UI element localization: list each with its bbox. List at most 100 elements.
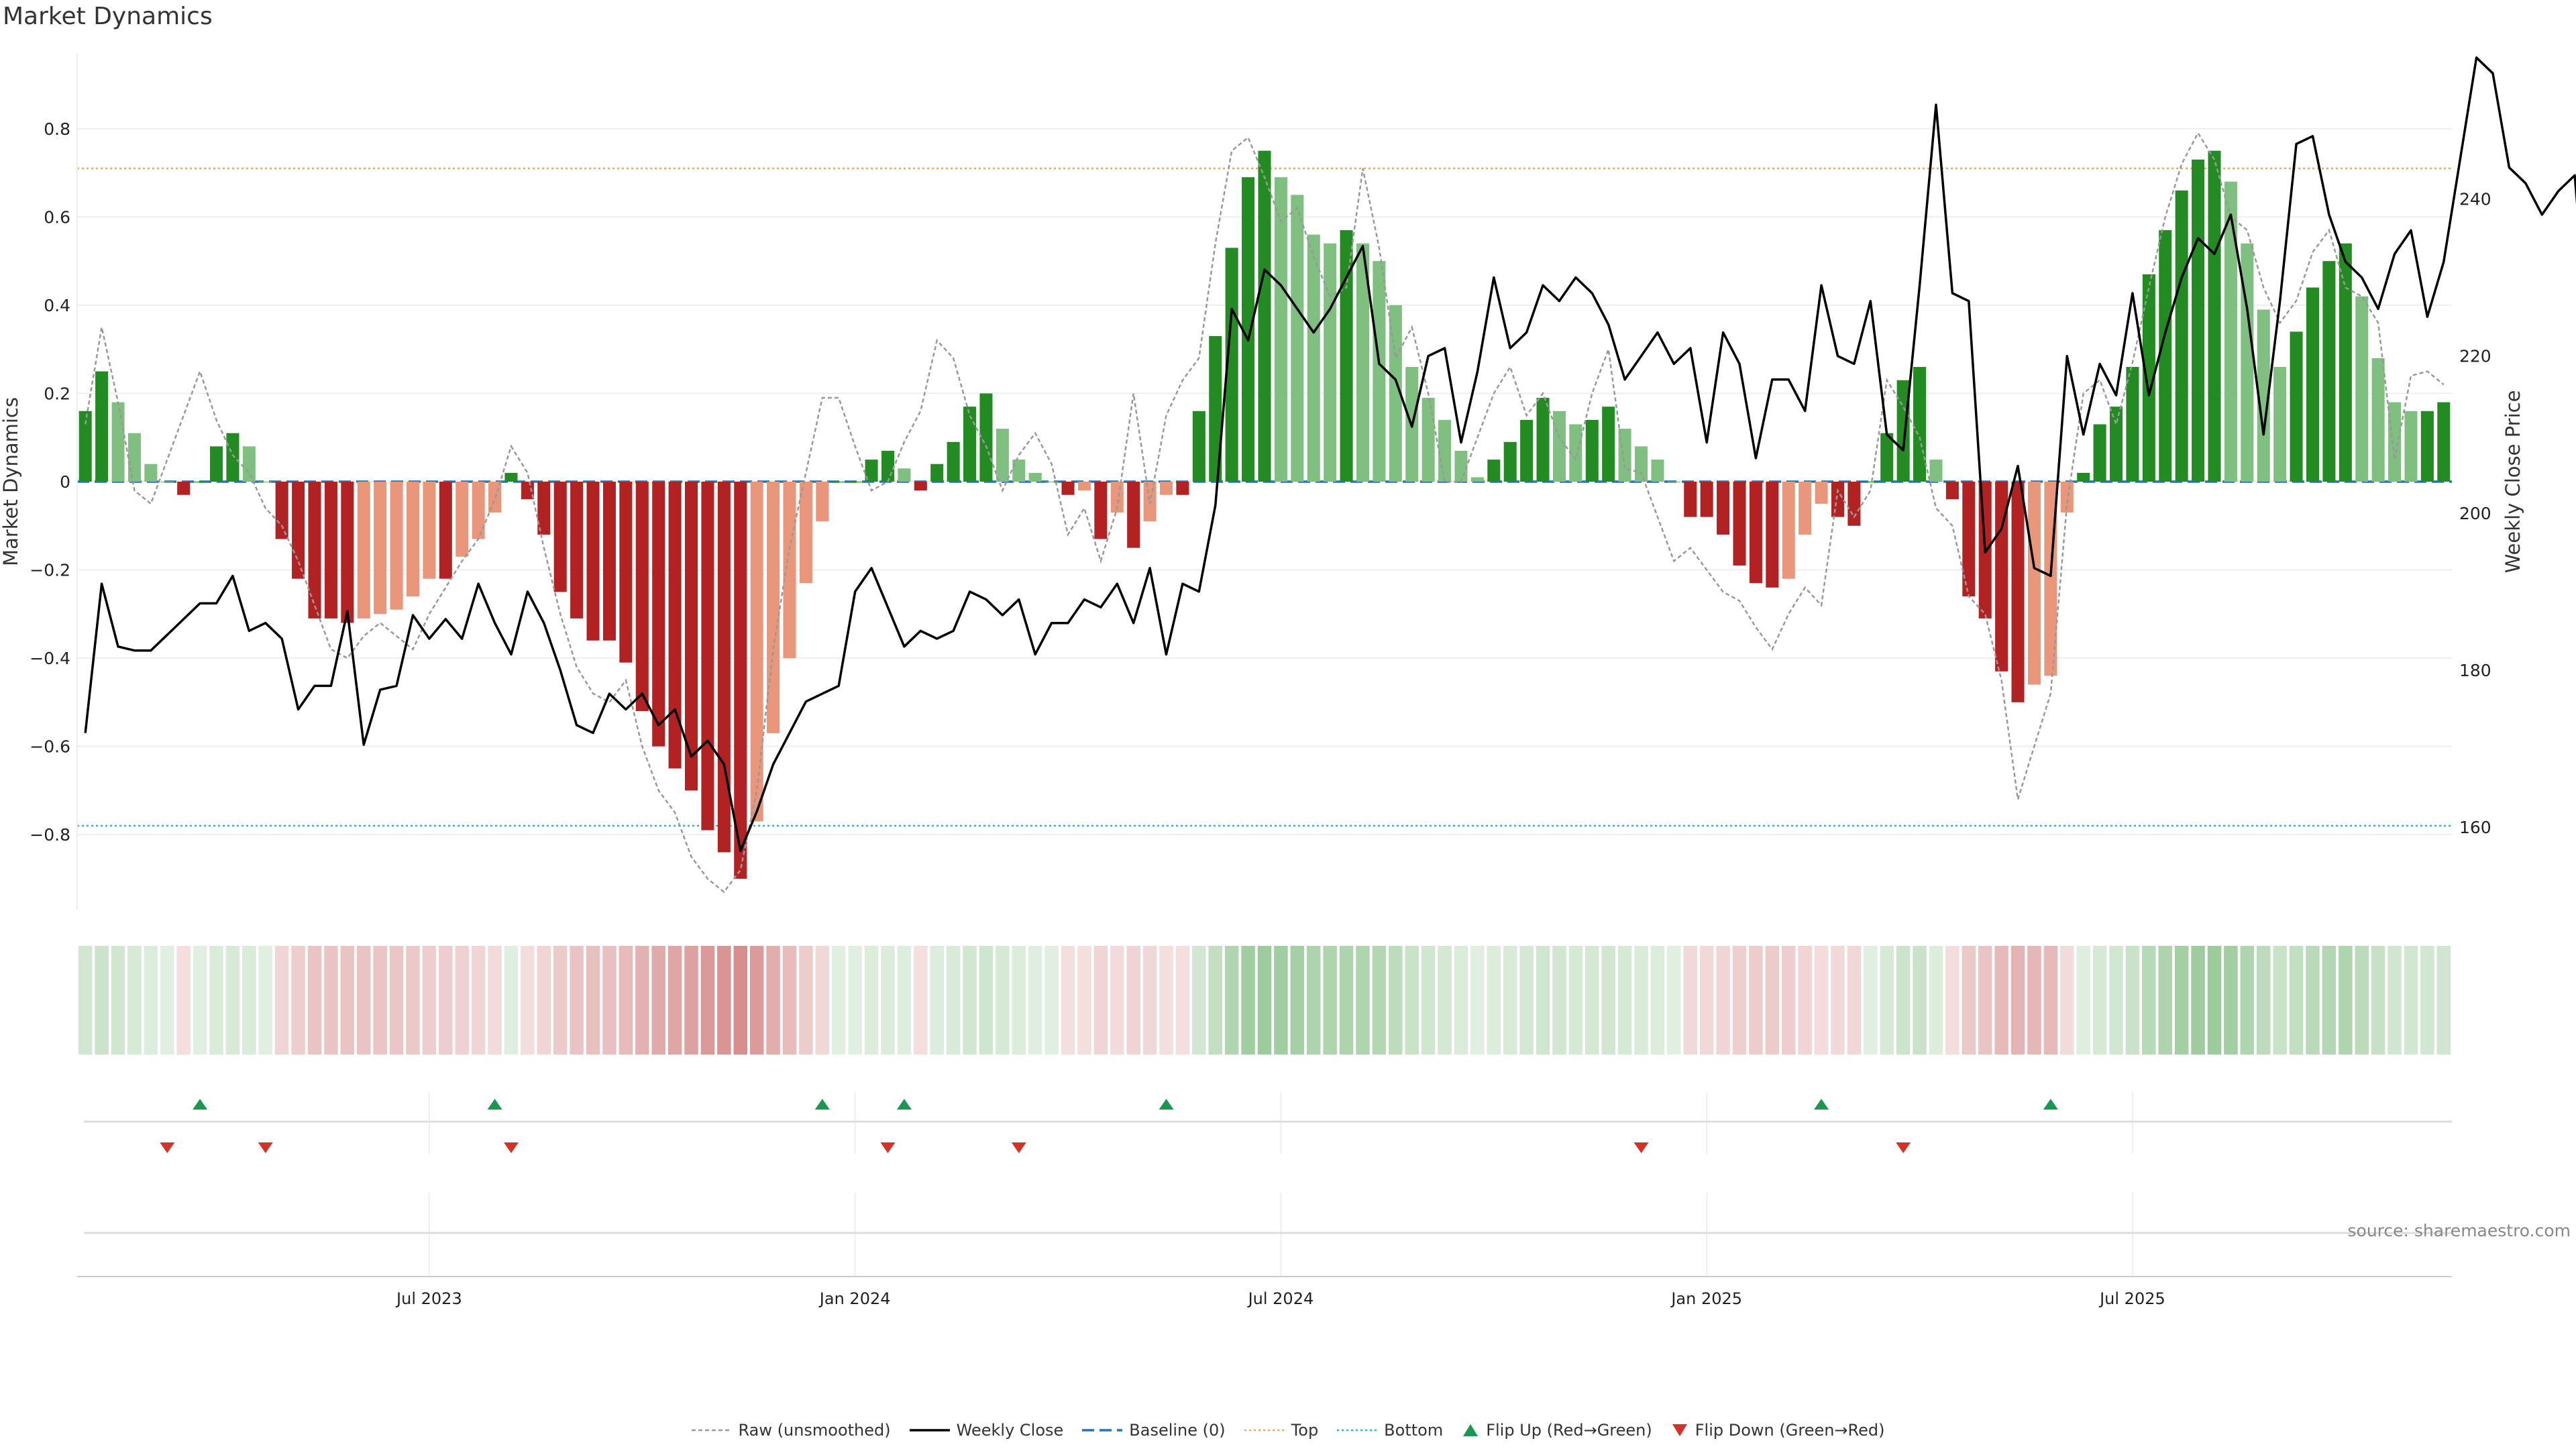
dynamics-bar (865, 460, 878, 482)
dynamics-bar (78, 411, 92, 482)
dynamics-bar (1700, 482, 1713, 517)
dynamics-bar (1209, 335, 1222, 482)
flip-markers (84, 1099, 2452, 1234)
dynamics-bar (2371, 358, 2385, 482)
dynamics-bar (734, 482, 747, 879)
state-cell (1962, 946, 1976, 1055)
dynamics-bar (1389, 305, 1402, 482)
x-tick-label: Jul 2025 (2098, 1289, 2165, 1308)
state-cell (881, 946, 895, 1055)
state-cell (1880, 946, 1894, 1055)
y2-tick-label: 240 (2459, 190, 2491, 209)
flip-down-triangle-icon (1672, 1424, 1687, 1436)
dynamics-bar (1618, 429, 1631, 482)
state-cell (389, 946, 404, 1055)
state-cell (291, 946, 305, 1055)
state-cell (700, 946, 715, 1055)
dynamics-bar (1962, 482, 1976, 597)
dynamics-bar (1470, 477, 1484, 482)
state-cell (1503, 946, 1517, 1055)
state-cell (1913, 946, 1927, 1055)
state-cell (439, 946, 453, 1055)
x-tick-label: Jan 2024 (818, 1289, 891, 1308)
state-cell (2060, 946, 2074, 1055)
legend-label-bottom: Bottom (1384, 1421, 1444, 1440)
state-cell (897, 946, 912, 1055)
state-cell (274, 946, 289, 1055)
state-cell (2191, 946, 2205, 1055)
dynamics-bar (1012, 460, 1026, 482)
dynamics-bar (1896, 380, 1910, 482)
dynamics-bar (930, 464, 944, 482)
dynamics-bar (1356, 243, 1370, 482)
state-cell (2404, 946, 2418, 1055)
state-cell (307, 946, 322, 1055)
state-cell (1601, 946, 1615, 1055)
dynamics-bar (1028, 472, 1042, 482)
flip-down-marker (160, 1142, 175, 1153)
dynamics-bar (816, 482, 829, 522)
state-cell (1552, 946, 1566, 1055)
x-tick-label: Jan 2025 (1670, 1289, 1742, 1308)
dynamics-bar (1717, 482, 1730, 535)
state-cell (111, 946, 125, 1055)
dynamics-bar (1945, 482, 1959, 500)
y-tick-label: −0.2 (30, 561, 70, 580)
state-cell (78, 946, 93, 1055)
y-tick-label: 0.8 (44, 119, 70, 139)
state-cell (1126, 946, 1140, 1055)
dynamics-bar (1340, 230, 1353, 482)
state-cell (356, 946, 371, 1055)
dynamics-bar (1454, 450, 1468, 482)
dynamics-bar (1077, 482, 1091, 491)
state-cell (324, 946, 338, 1055)
legend-item-flip-down: Flip Down (Green→Red) (1671, 1421, 1885, 1440)
dynamics-bar (292, 482, 305, 579)
state-cell (570, 946, 584, 1055)
dynamics-bar (701, 482, 714, 830)
state-cell (144, 946, 158, 1055)
state-cell (193, 946, 207, 1055)
state-cell (831, 946, 846, 1055)
dynamics-bar (553, 482, 567, 592)
state-cell (2027, 946, 2041, 1055)
dynamics-bar (472, 482, 485, 539)
dynamics-bar (881, 450, 895, 482)
state-cell (1356, 946, 1370, 1055)
dynamics-bar (898, 468, 911, 482)
state-cell (1192, 946, 1206, 1055)
dynamics-bar (1749, 482, 1762, 584)
state-cell (242, 946, 256, 1055)
state-cell (1372, 946, 1387, 1055)
dynamics-bar (1438, 419, 1452, 482)
dynamics-bar (1733, 482, 1746, 566)
flip-up-marker (193, 1099, 208, 1110)
weekly-close-series (84, 56, 2576, 852)
legend-label-flip-down: Flip Down (Green→Red) (1695, 1421, 1885, 1440)
state-cell (766, 946, 780, 1055)
state-cell (1487, 946, 1501, 1055)
dynamics-bar (586, 482, 600, 641)
state-cell (651, 946, 665, 1055)
x-tick-label: Jul 2023 (395, 1289, 462, 1308)
dynamics-bar (1503, 441, 1517, 482)
flip-up-marker (487, 1099, 502, 1110)
dynamics-bar (2126, 366, 2139, 482)
state-cell (1290, 946, 1305, 1055)
dynamics-bar (619, 482, 633, 663)
state-cell (2436, 946, 2451, 1055)
state-cell (1323, 946, 1337, 1055)
dynamics-bar (2142, 274, 2155, 482)
dynamics-bar (1585, 419, 1599, 482)
y-tick-label: 0.4 (44, 296, 70, 315)
dynamics-bar (2420, 411, 2434, 482)
dynamics-bar (521, 482, 534, 500)
flip-up-marker (814, 1099, 830, 1110)
state-cell (2158, 946, 2173, 1055)
legend-swatch-bottom (1337, 1429, 1378, 1432)
state-cell (1110, 946, 1124, 1055)
dynamics-bar (1634, 446, 1648, 482)
state-cell (1765, 946, 1780, 1055)
state-cell (95, 946, 109, 1055)
